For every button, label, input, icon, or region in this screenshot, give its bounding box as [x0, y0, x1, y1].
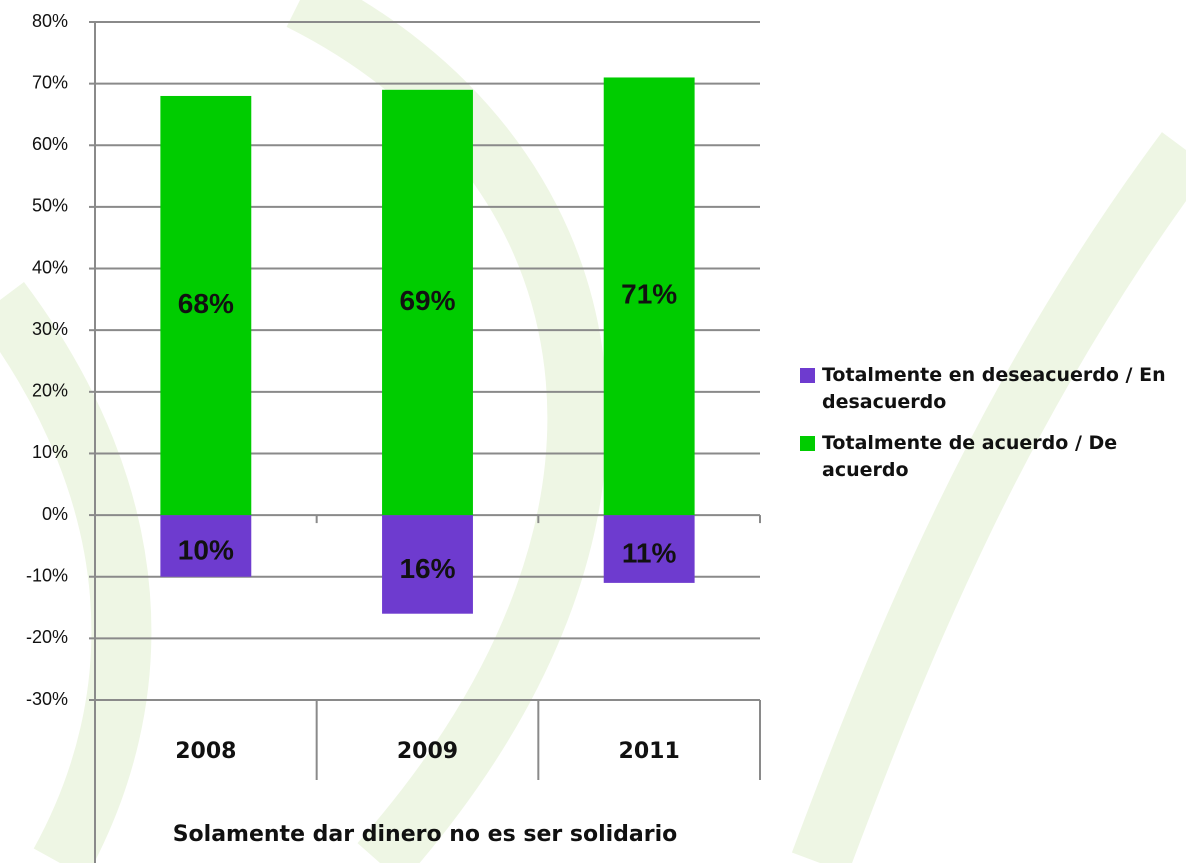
y-tick-label: 30%: [32, 319, 68, 339]
x-axis-title: Solamente dar dinero no es ser solidario: [173, 822, 678, 847]
y-tick-label: 0%: [42, 504, 68, 524]
data-label: 68%: [178, 288, 234, 319]
data-label: 69%: [399, 285, 455, 316]
x-tick-label: 2011: [619, 739, 680, 764]
data-label: 71%: [621, 279, 677, 310]
watermark-arc: [820, 150, 1186, 863]
y-tick-label: 80%: [32, 11, 68, 31]
page: Solamente dar dinero no es ser solidario…: [0, 0, 1186, 863]
x-tick-label: 2008: [175, 739, 236, 764]
legend-label: Totalmente de acuerdo / De acuerdo: [822, 432, 1117, 481]
data-label: 10%: [178, 534, 234, 565]
y-tick-label: 50%: [32, 196, 68, 216]
legend-swatch: [800, 436, 815, 451]
data-label: 16%: [399, 553, 455, 584]
legend-item: Totalmente en deseacuerdo / En desacuerd…: [800, 362, 1186, 416]
y-tick-label: -30%: [26, 689, 68, 709]
legend-label: Totalmente en deseacuerdo / En desacuerd…: [822, 364, 1166, 413]
y-tick-label: -20%: [26, 627, 68, 647]
legend: Totalmente en deseacuerdo / En desacuerd…: [800, 362, 1186, 498]
y-tick-label: 40%: [32, 257, 68, 277]
y-tick-label: 20%: [32, 381, 68, 401]
y-tick-label: -10%: [26, 565, 68, 585]
x-tick-label: 2009: [397, 739, 458, 764]
y-tick-label: 70%: [32, 72, 68, 92]
y-tick-label: 60%: [32, 134, 68, 154]
data-label: 11%: [622, 537, 677, 568]
y-tick-label: 10%: [32, 442, 68, 462]
legend-swatch: [800, 368, 815, 383]
legend-item: Totalmente de acuerdo / De acuerdo: [800, 430, 1186, 484]
